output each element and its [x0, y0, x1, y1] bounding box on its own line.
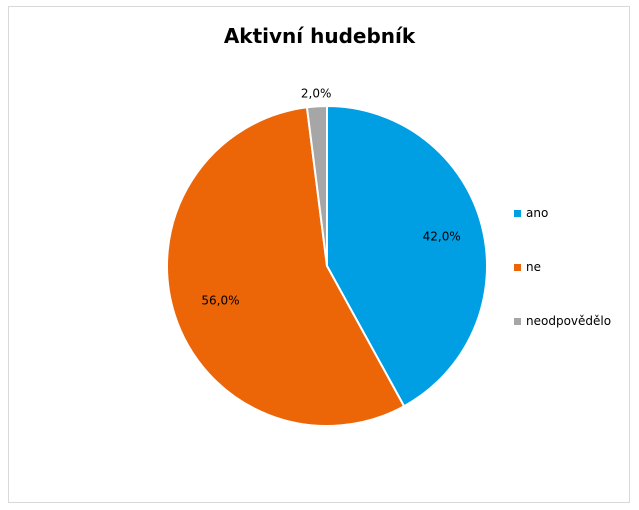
legend-swatch-ano	[514, 209, 521, 217]
pie-slice-ano	[326, 104, 488, 408]
legend-item-ne: ne	[514, 257, 630, 277]
data-label-ano: 42,0%	[423, 230, 461, 244]
legend-swatch-ne	[514, 263, 521, 271]
legend: ano ne neodpovědělo	[514, 203, 630, 365]
legend-label-neodpovedelo: neodpovědělo	[526, 314, 612, 328]
legend-label-ano: ano	[526, 206, 549, 220]
legend-item-neodpovedelo: neodpovědělo	[514, 311, 630, 331]
chart-title: Aktivní hudebník	[223, 24, 416, 48]
legend-swatch-neodpovedelo	[514, 317, 521, 325]
data-label-neodpovedelo: 2,0%	[301, 87, 332, 101]
legend-item-ano: ano	[514, 203, 630, 223]
pie-slice-ne	[166, 106, 406, 427]
legend-label-ne: ne	[526, 260, 541, 274]
pie-slice-neodpovedelo	[305, 104, 328, 267]
data-label-ne: 56,0%	[201, 294, 239, 308]
